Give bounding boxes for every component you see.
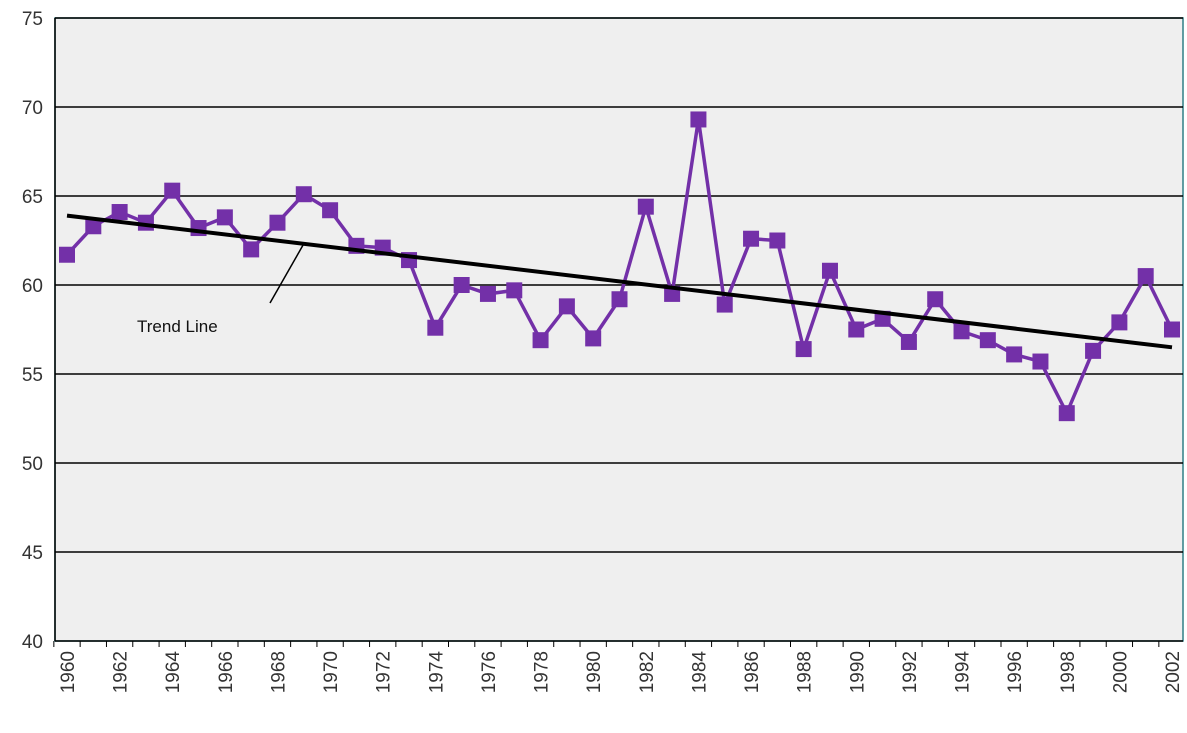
point-marker	[269, 214, 286, 231]
point-marker	[585, 330, 602, 347]
annotation: Trend Line	[137, 317, 218, 336]
point-marker	[1085, 342, 1102, 359]
x-tick-label: 1960	[58, 651, 79, 693]
point-marker	[769, 232, 786, 249]
point-marker	[216, 209, 233, 226]
x-tick-label: 1992	[900, 651, 921, 693]
point-marker	[716, 296, 733, 313]
point-marker	[821, 262, 838, 279]
trend-line	[66, 213, 1173, 350]
point-marker	[848, 321, 865, 338]
y-tick-label: 50	[22, 454, 43, 475]
y-tick-label: 40	[22, 632, 43, 653]
y-tick-label: 45	[22, 543, 43, 564]
point-marker	[953, 323, 970, 340]
point-marker	[164, 182, 181, 199]
point-marker	[1164, 321, 1180, 338]
y-tick-label: 70	[22, 98, 43, 119]
point-marker	[1006, 346, 1023, 363]
point-marker	[506, 282, 523, 299]
x-tick-label: 1974	[426, 651, 447, 694]
point-marker	[111, 204, 128, 221]
x-tick-label: 1982	[637, 651, 658, 693]
point-marker	[85, 218, 102, 235]
y-tick-label: 65	[22, 187, 43, 208]
y-tick-label: 75	[22, 9, 43, 30]
point-marker	[59, 246, 75, 263]
y-tick-label: 55	[22, 365, 43, 386]
point-marker	[979, 332, 996, 349]
point-marker	[322, 202, 339, 219]
point-marker	[927, 291, 944, 308]
point-marker	[453, 277, 470, 293]
x-tick-label: 2002	[1163, 651, 1184, 693]
point-marker	[1137, 268, 1154, 285]
x-tick-label: 1988	[795, 651, 816, 693]
plot-area	[54, 17, 1184, 642]
x-tick-label: 1980	[584, 651, 605, 693]
x-tick-label: 1986	[742, 651, 763, 693]
point-marker	[427, 319, 444, 336]
x-tick-label: 1994	[953, 651, 974, 694]
point-marker	[532, 332, 549, 349]
x-tick-label: 1970	[321, 651, 342, 693]
x-tick-label: 1978	[532, 651, 553, 693]
point-marker	[295, 186, 312, 203]
x-tick-label: 1968	[268, 651, 289, 693]
y-tick-label: 60	[22, 276, 43, 297]
x-tick-label: 1984	[689, 651, 710, 694]
point-marker	[1058, 405, 1075, 422]
point-marker	[611, 291, 628, 308]
x-tick-label: 1966	[216, 651, 237, 693]
point-marker	[243, 241, 260, 258]
point-marker	[743, 230, 760, 247]
x-tick-label: 1962	[111, 651, 132, 693]
x-tick-label: 1972	[374, 651, 395, 693]
point-marker	[637, 198, 654, 215]
x-tick-label: 1976	[479, 651, 500, 693]
x-tick-label: 1990	[847, 651, 868, 693]
x-tick-label: 1998	[1058, 651, 1079, 693]
point-marker	[900, 333, 917, 350]
point-marker	[1111, 314, 1128, 331]
point-marker	[1032, 353, 1049, 370]
annotation-leader	[269, 243, 305, 304]
point-marker	[690, 111, 707, 128]
x-tick-label: 1996	[1005, 651, 1026, 693]
x-tick-label: 1964	[163, 651, 184, 694]
point-marker	[795, 341, 812, 358]
x-tick-label: 2000	[1110, 651, 1131, 693]
point-marker	[558, 298, 575, 315]
point-marker	[479, 285, 496, 302]
